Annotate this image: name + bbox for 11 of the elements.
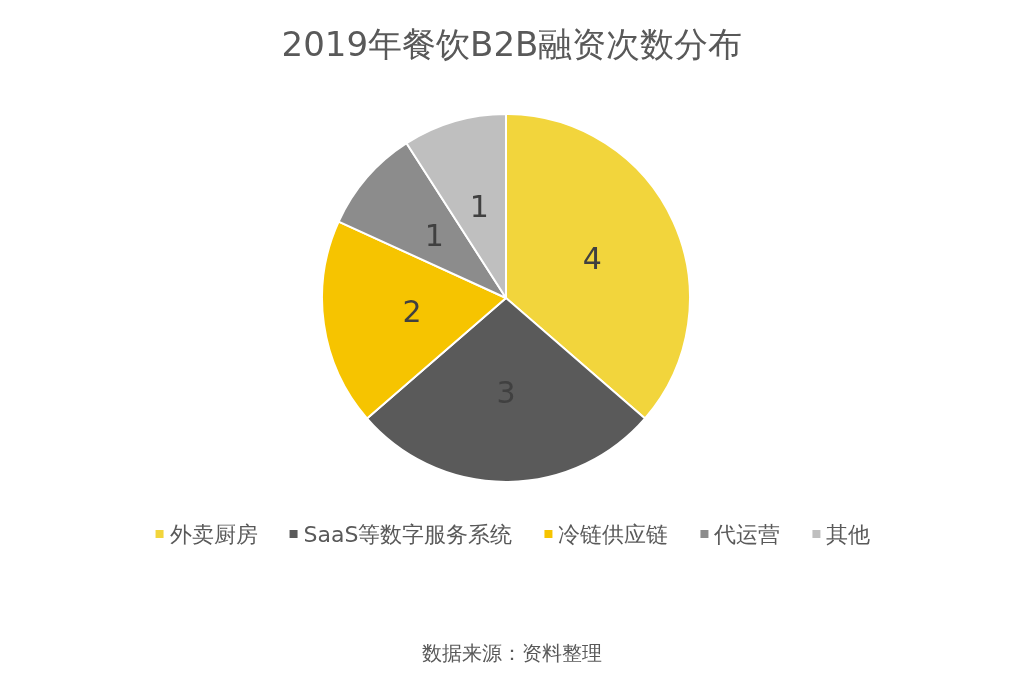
legend-label: 冷链供应链 — [558, 521, 669, 547]
legend-label: 外卖厨房 — [169, 521, 258, 547]
data-label: 1 — [424, 218, 444, 254]
legend-label: 代运营 — [713, 521, 781, 547]
data-label: 2 — [402, 294, 422, 330]
data-label: 1 — [469, 189, 489, 225]
data-label: 4 — [582, 241, 602, 277]
legend-label: 其他 — [826, 521, 871, 547]
chart-title: 2019年餐饮B2B融资次数分布 — [281, 24, 743, 64]
source-note: 数据来源：资料整理 — [422, 641, 602, 665]
legend-label: SaaS等数字服务系统 — [303, 521, 513, 547]
